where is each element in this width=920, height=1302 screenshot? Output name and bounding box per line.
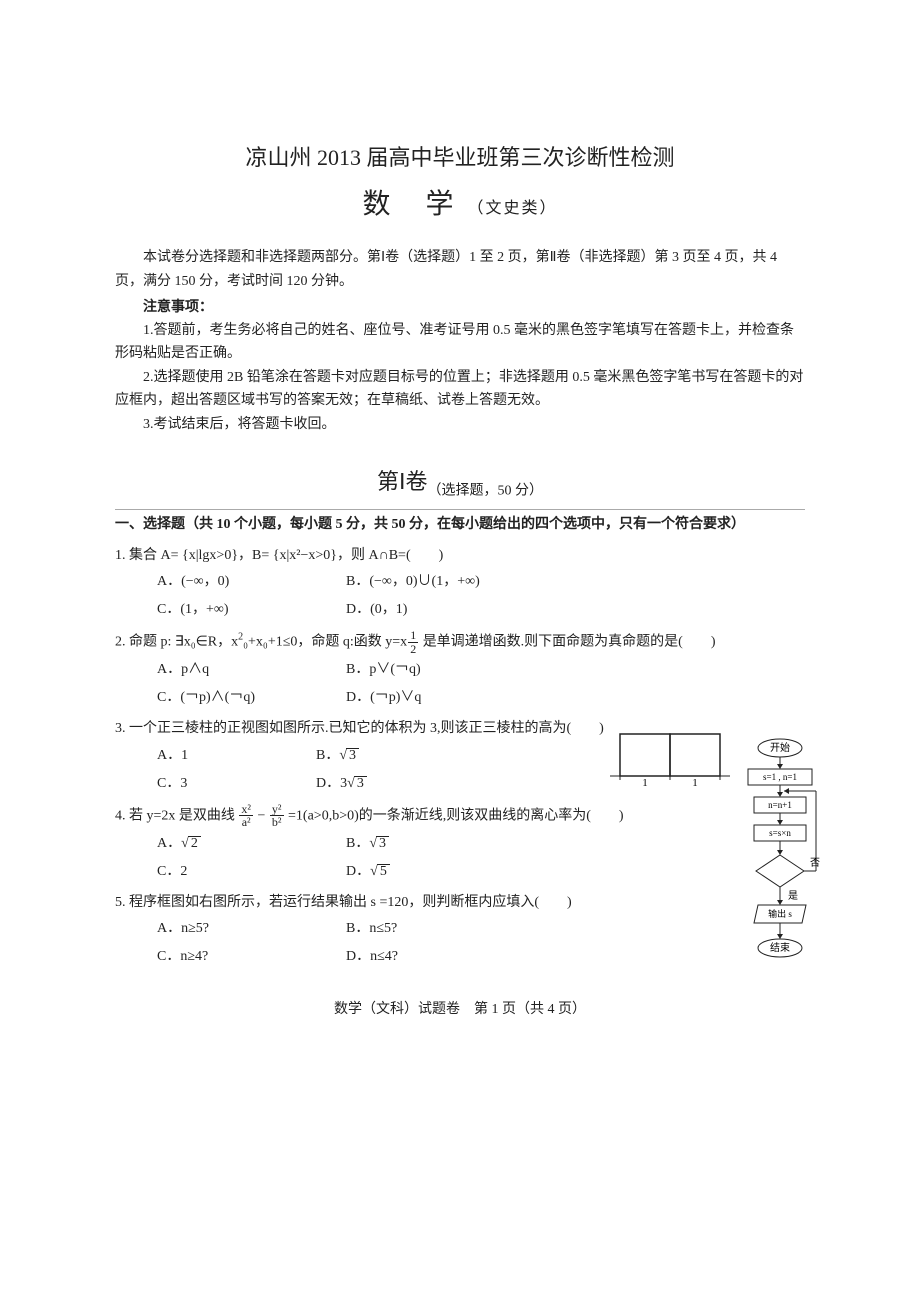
q3-opt-c: C．3 [157,772,316,795]
section-1-label: 第Ⅰ卷 [377,469,428,494]
fc-end: 结束 [770,941,790,954]
q2-opt-c: C．(￢p)∧(￢q) [157,686,346,709]
subject-label: 数 学 [362,189,467,220]
notice-1: 1.答题前，考生务必将自己的姓名、座位号、准考证号用 0.5 毫米的黑色签字笔填… [115,319,805,365]
q1-stem: 1. 集合 A= {x|lgx>0}，B= {x|x²−x>0}，则 A∩B=(… [115,544,805,567]
q4-opt-d: D．√5 [346,860,535,883]
section-1-sub: （选择题，50 分） [428,484,544,499]
q4-opt-a: A．√2 [157,832,346,855]
q5-options: A．n≥5? B．n≤5? C．n≥4? D．n≤4? [115,917,535,968]
fc-step: n=n+1 [768,800,792,810]
q2-stem-a: 2. 命题 p: ∃x₀∈R，x [115,634,238,649]
section-1-instruction: 一、选择题（共 10 个小题，每小题 5 分，共 50 分，在每小题给出的四个选… [115,509,805,536]
fc-yes: 是 [788,890,798,902]
q3-opt-d: D．3√3 [316,772,475,795]
q2-exponent: 12 [408,629,418,655]
category-label: （文史类） [468,200,558,217]
fc-init: s=1 , n=1 [763,772,797,782]
intro-paragraph: 本试卷分选择题和非选择题两部分。第Ⅰ卷（选择题）1 至 2 页，第Ⅱ卷（非选择题… [115,246,805,292]
q3-opt-b: B．√3 [316,744,475,767]
q4-options: A．√2 B．√3 C．2 D．√5 [115,832,535,883]
q3-opt-a: A．1 [157,744,316,767]
flowchart-figure: 开始 s=1 , n=1 n=n+1 s=s×n 否 是 输出 s [740,738,820,1003]
q4-stem: 4. 若 y=2x 是双曲线 x²a² − y²b² =1(a>0,b>0)的一… [115,803,805,829]
q5-opt-b: B．n≤5? [346,917,535,940]
q1-opt-c: C．(1，+∞) [157,598,346,621]
q5-opt-c: C．n≥4? [157,945,346,968]
exam-title-line2: 数 学（文史类） [115,182,805,228]
q5-opt-d: D．n≤4? [346,945,535,968]
section-1-title: 第Ⅰ卷（选择题，50 分） [115,464,805,502]
q4-frac1: x²a² [239,803,253,829]
q2-stem-c: 是单调递增函数.则下面命题为真命题的是( ) [419,634,715,649]
fc-output: 输出 s [768,908,792,919]
q2-stem-b: ₀+x₀+1≤0，命题 q:函数 y=x [243,634,407,649]
q4-opt-c: C．2 [157,860,346,883]
q2-stem: 2. 命题 p: ∃x₀∈R，x2₀+x₀+1≤0，命题 q:函数 y=x12 … [115,629,805,655]
q2-opt-b: B．p∨(￢q) [346,658,535,681]
q2-opt-d: D．(￢p)∨q [346,686,535,709]
q3-options: A．1 B．√3 C．3 D．3√3 [115,744,475,795]
prism-front-view-figure: 1 1 [605,731,735,786]
notice-2: 2.选择题使用 2B 铅笔涂在答题卡对应题目标号的位置上；非选择题用 0.5 毫… [115,366,805,412]
q1-options: A．(−∞，0) B．(−∞，0)∪(1，+∞) C．(1，+∞) D．(0，1… [115,570,535,621]
question-4: 4. 若 y=2x 是双曲线 x²a² − y²b² =1(a>0,b>0)的一… [115,803,805,883]
q1-opt-a: A．(−∞，0) [157,570,346,593]
q1-opt-b: B．(−∞，0)∪(1，+∞) [346,570,535,593]
q5-stem: 5. 程序框图如右图所示，若运行结果输出 s =120，则判断框内应填入( ) [115,891,805,914]
q1-opt-d: D．(0，1) [346,598,535,621]
page-footer: 数学（文科）试题卷 第 1 页（共 4 页） [115,998,805,1021]
notice-3: 3.考试结束后，将答题卡收回。 [115,413,805,436]
question-1: 1. 集合 A= {x|lgx>0}，B= {x|x²−x>0}，则 A∩B=(… [115,544,805,621]
q4-opt-b: B．√3 [346,832,535,855]
q4-frac2: y²b² [270,803,284,829]
fc-start: 开始 [770,741,790,754]
notice-heading: 注意事项： [115,296,805,319]
q4-stem-a: 4. 若 y=2x 是双曲线 [115,808,235,823]
prism-label-1a: 1 [642,777,648,786]
prism-label-1b: 1 [692,777,698,786]
exam-title-line1: 凉山州 2013 届高中毕业班第三次诊断性检测 [115,140,805,176]
question-5: 5. 程序框图如右图所示，若运行结果输出 s =120，则判断框内应填入( ) … [115,891,805,968]
fc-calc: s=s×n [769,828,791,838]
q2-opt-a: A．p∧q [157,658,346,681]
q5-opt-a: A．n≥5? [157,917,346,940]
question-3: 3. 一个正三棱柱的正视图如图所示.已知它的体积为 3,则该正三棱柱的高为( )… [115,717,805,794]
q2-options: A．p∧q B．p∨(￢q) C．(￢p)∧(￢q) D．(￢p)∨q [115,658,535,709]
q4-stem-b: =1(a>0,b>0)的一条渐近线,则该双曲线的离心率为( ) [288,808,624,823]
fc-no: 否 [810,857,820,869]
question-2: 2. 命题 p: ∃x₀∈R，x2₀+x₀+1≤0，命题 q:函数 y=x12 … [115,629,805,709]
